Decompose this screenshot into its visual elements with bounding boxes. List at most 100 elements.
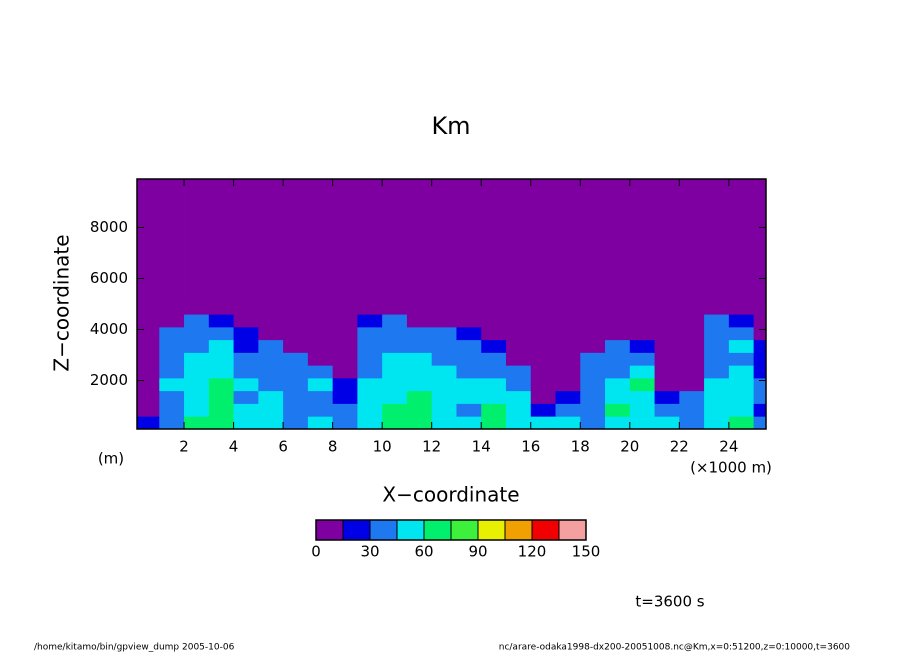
field-cell [605,339,631,353]
field-cell [332,403,358,417]
field-cell [208,179,234,302]
field-cell [159,352,185,366]
field-cell [233,390,259,404]
field-cell [580,301,606,315]
field-cell [307,390,334,404]
field-cell [654,326,680,341]
field-cell [555,403,581,417]
x-tick-label: 4 [229,438,239,456]
field-cell [184,179,210,302]
field-cell [431,390,457,404]
field-cell [728,314,755,328]
field-cell [137,416,160,430]
field-cell [728,179,755,302]
field-cell [629,365,655,379]
field-cell [505,339,532,353]
field-cell [605,403,631,417]
y-tick-label: 2000 [90,371,128,389]
field-cell [233,314,259,328]
field-cell [580,416,606,430]
field-cell [233,352,259,366]
field-cell [382,390,408,404]
field-cell [753,416,767,430]
field-cell [357,377,383,392]
field-cell [307,403,334,417]
field-cell [505,403,532,417]
field-cell [159,326,185,341]
field-cell [456,390,482,404]
field-cell [505,314,532,328]
field-cell [307,179,334,302]
field-cell [307,326,334,341]
field-cell [629,179,655,302]
field-cell [137,365,160,379]
field-cell [431,339,457,353]
field-cell [704,339,730,353]
field-cell [184,416,210,430]
field-cell [753,365,767,379]
field-cell [629,301,655,315]
field-cell [208,365,234,379]
field-cell [505,352,532,366]
field-cell [357,314,383,328]
field-cell [382,365,408,379]
field-cell [728,326,755,341]
field-cell [481,416,507,430]
field-cell [654,365,680,379]
field-cell [728,352,755,366]
field-cell [431,314,457,328]
field-cell [159,301,185,315]
field-cell [332,352,358,366]
field-cell [184,403,210,417]
field-cell [456,416,482,430]
field-cell [258,179,284,302]
field-cell [137,301,160,315]
field-cell [605,365,631,379]
field-cell [605,314,631,328]
field-cell [530,403,556,417]
field-cell [555,377,581,392]
colorbar-swatch [450,519,479,541]
colorbar-label: 30 [360,543,379,561]
field-cell [159,365,185,379]
field-cell [753,326,767,341]
field-cell [753,352,767,366]
field-cell [481,326,507,341]
field-cell [137,403,160,417]
field-cell [357,339,383,353]
field-cell [654,377,680,392]
field-cell [208,326,234,341]
field-cell [184,314,210,328]
field-cell [629,352,655,366]
field-cell [184,326,210,341]
field-cell [679,179,705,302]
field-cell [530,179,556,302]
field-cell [382,339,408,353]
field-cell [208,416,234,430]
field-cell [456,314,482,328]
field-cell [530,365,556,379]
field-cell [530,390,556,404]
field-cell [258,352,284,366]
field-cell [357,416,383,430]
field-cell [728,301,755,315]
field-cell [456,365,482,379]
field-cell [283,301,309,315]
x-tick-label: 22 [670,438,689,456]
field-cell [382,403,408,417]
field-cell [704,314,730,328]
field-cell [728,339,755,353]
field-cell [555,352,581,366]
field-cell [283,377,309,392]
field-cell [159,403,185,417]
field-cell [505,377,532,392]
field-cell [555,416,581,430]
field-cell [233,326,259,341]
field-cell [456,352,482,366]
field-cell [208,339,234,353]
field-cell [679,416,705,430]
field-cell [456,326,482,341]
field-cell [208,403,234,417]
field-cell [431,365,457,379]
field-cell [184,377,210,392]
